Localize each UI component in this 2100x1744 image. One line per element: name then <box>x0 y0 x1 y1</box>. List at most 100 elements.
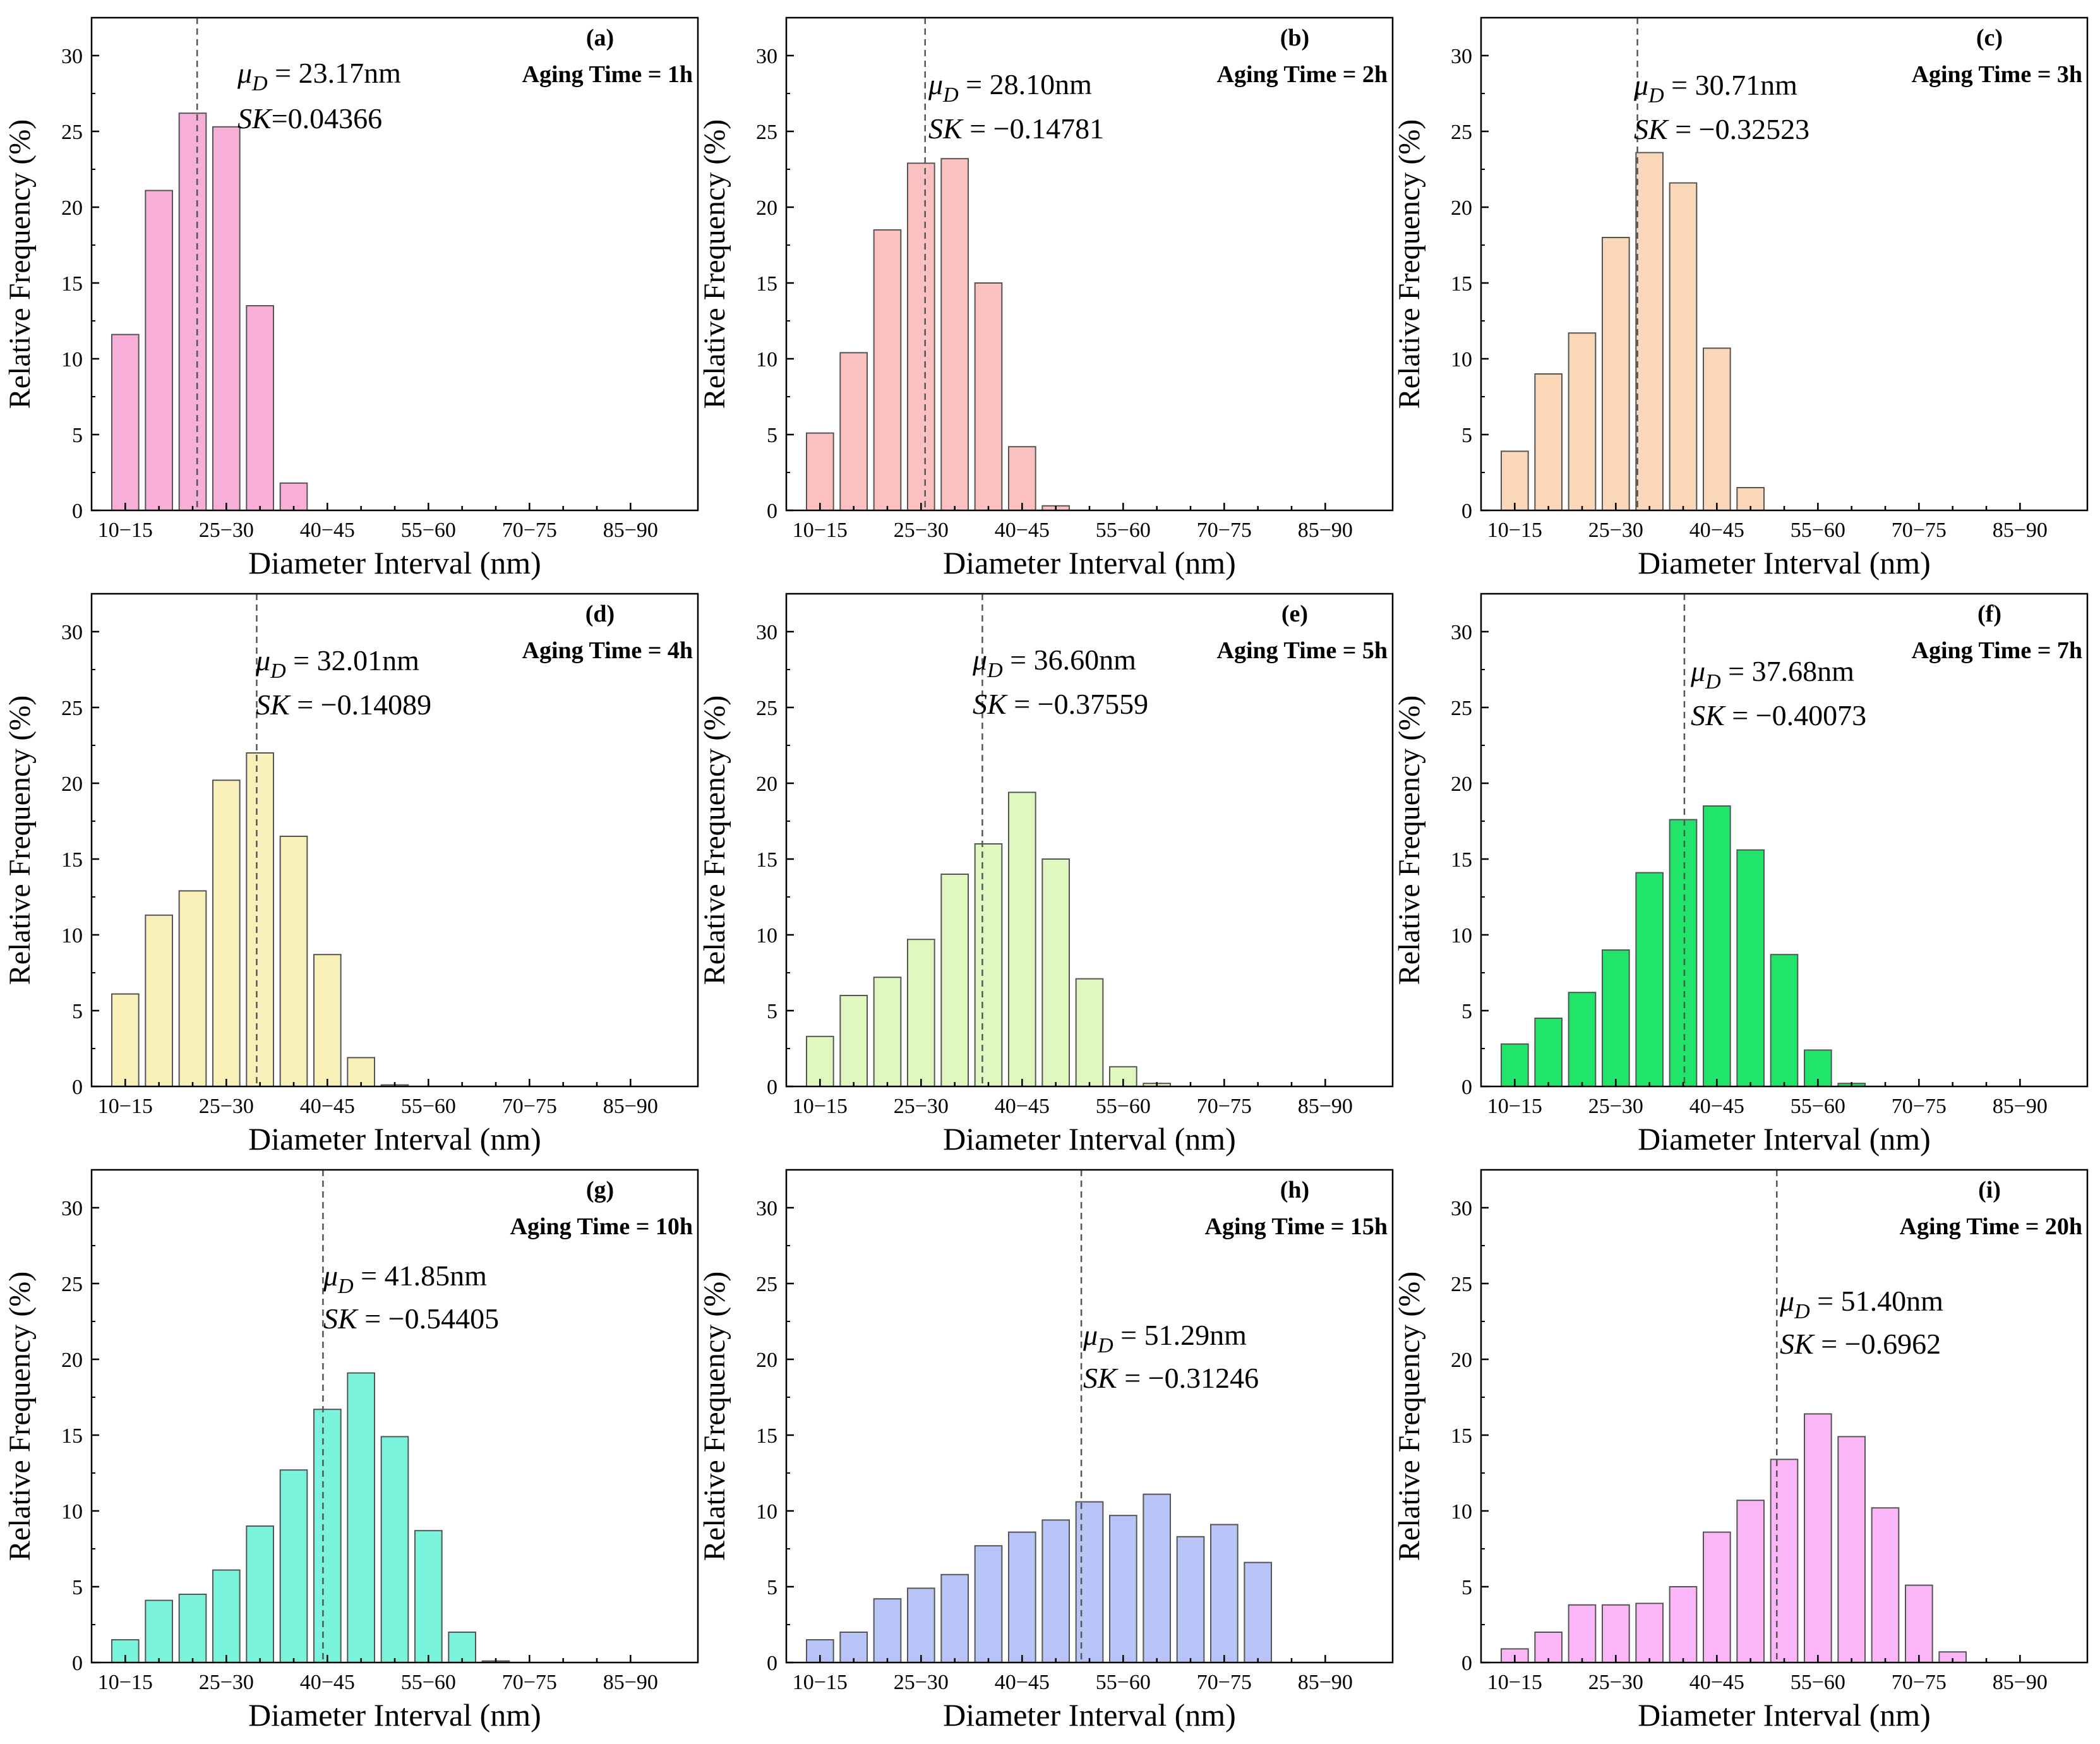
chart-title: Aging Time = 20h <box>1900 1213 2082 1240</box>
bar <box>178 890 207 1088</box>
x-tick-label: 10−15 <box>1487 1671 1542 1694</box>
y-tick-label: 10 <box>756 1500 777 1524</box>
bar <box>145 189 173 511</box>
bar <box>1635 872 1664 1087</box>
x-tick-label: 40−45 <box>300 1095 355 1118</box>
bar <box>279 836 308 1087</box>
x-tick-label: 55−60 <box>1791 519 1845 542</box>
mean-annotation: μD = 37.68nm <box>1690 655 1854 694</box>
bar <box>839 352 868 512</box>
bar <box>1669 819 1698 1087</box>
x-tick-label: 40−45 <box>1689 519 1744 542</box>
x-tick-label: 55−60 <box>401 1671 456 1694</box>
y-tick-label: 10 <box>61 1500 83 1524</box>
bar <box>1534 1632 1563 1663</box>
bar <box>111 993 140 1087</box>
bar <box>1669 1586 1698 1663</box>
panel-label: (b) <box>1280 25 1309 51</box>
y-tick-label: 5 <box>72 1000 83 1023</box>
bar <box>1244 1561 1273 1664</box>
y-tick-label: 25 <box>1451 1273 1472 1296</box>
x-tick-label: 25−30 <box>894 519 949 542</box>
bar <box>1210 1524 1239 1664</box>
y-tick-label: 10 <box>61 924 83 947</box>
y-tick-label: 25 <box>756 121 777 144</box>
skewness-annotation: SK = −0.54405 <box>323 1302 499 1335</box>
panel-i: 0 5 10 15 20 25 30 10−15 25−30 40−45 55−60 70−75 85−… <box>1393 1169 2089 1733</box>
panel-e: 0 5 10 15 20 25 30 10−15 25−30 40−45 55−60 70−75 85−… <box>698 592 1394 1157</box>
bar <box>414 1530 443 1663</box>
panel-label: (f) <box>1977 601 2001 627</box>
bar <box>1703 805 1731 1087</box>
y-tick-label: 30 <box>756 621 777 644</box>
x-tick-label: 85−90 <box>603 519 658 542</box>
x-tick-label: 55−60 <box>1791 1671 1845 1694</box>
bar <box>1770 1458 1799 1663</box>
x-tick-label: 85−90 <box>603 1671 658 1694</box>
bar <box>111 334 140 511</box>
y-tick-label: 5 <box>72 424 83 447</box>
x-tick-label: 70−75 <box>1892 519 1947 542</box>
y-tick-label: 20 <box>1451 1349 1472 1372</box>
y-tick-label: 0 <box>767 1652 777 1675</box>
x-tick-label: 70−75 <box>1197 519 1252 542</box>
x-axis-title: Diameter Interval (nm) <box>943 1121 1236 1157</box>
x-tick-label: 70−75 <box>502 519 557 542</box>
x-axis-title: Diameter Interval (nm) <box>248 1121 541 1157</box>
panel-label: (i) <box>1978 1177 2001 1203</box>
x-axis-title: Diameter Interval (nm) <box>248 545 541 580</box>
bar <box>246 1525 275 1663</box>
x-tick-label: 55−60 <box>1096 1095 1151 1118</box>
x-tick-label: 55−60 <box>401 519 456 542</box>
skewness-annotation: SK = −0.6962 <box>1780 1328 1941 1360</box>
mean-annotation: μD = 23.17nm <box>237 57 401 95</box>
panel-label: (g) <box>586 1177 614 1203</box>
bar <box>1534 373 1563 511</box>
y-axis-title: Relative Frequency (%) <box>698 119 731 409</box>
y-tick-label: 0 <box>767 1076 777 1099</box>
bar <box>347 1372 375 1664</box>
x-tick-label: 10−15 <box>793 1671 848 1694</box>
x-tick-label: 40−45 <box>1689 1671 1744 1694</box>
bar <box>1176 1536 1205 1664</box>
bar <box>1109 1515 1137 1663</box>
y-tick-label: 15 <box>61 1424 83 1448</box>
bar <box>940 158 969 511</box>
x-tick-label: 55−60 <box>1791 1095 1845 1118</box>
x-tick-label: 70−75 <box>1197 1095 1252 1118</box>
chart-title: Aging Time = 2h <box>1217 61 1388 88</box>
panel-f: 0 5 10 15 20 25 30 10−15 25−30 40−45 55−60 70−75 85−… <box>1393 592 2089 1157</box>
chart-title: Aging Time = 4h <box>522 637 693 664</box>
y-tick-label: 15 <box>756 1424 777 1448</box>
x-axis-title: Diameter Interval (nm) <box>943 545 1236 580</box>
y-tick-label: 15 <box>61 848 83 872</box>
x-tick-label: 25−30 <box>894 1095 949 1118</box>
x-tick-label: 40−45 <box>995 1671 1050 1694</box>
panel-label: (a) <box>586 25 614 51</box>
mean-annotation: μD = 51.29nm <box>1083 1319 1247 1357</box>
y-tick-label: 30 <box>1451 1197 1472 1220</box>
bar <box>1143 1493 1172 1664</box>
x-tick-label: 40−45 <box>1689 1095 1744 1118</box>
y-tick-label: 15 <box>61 272 83 296</box>
x-axis-title: Diameter Interval (nm) <box>1638 545 1931 580</box>
x-tick-label: 10−15 <box>98 519 153 542</box>
skewness-annotation: SK=0.04366 <box>237 102 382 135</box>
x-tick-label: 10−15 <box>793 519 848 542</box>
bar <box>145 1599 173 1664</box>
bar <box>1669 182 1698 512</box>
bar <box>1602 949 1630 1087</box>
x-tick-label: 85−90 <box>1298 519 1353 542</box>
y-tick-label: 20 <box>756 196 777 220</box>
bar <box>940 874 969 1087</box>
y-tick-label: 25 <box>61 121 83 144</box>
bar <box>1008 1531 1036 1664</box>
bar <box>1736 1500 1765 1663</box>
x-tick-label: 10−15 <box>98 1095 153 1118</box>
y-tick-label: 10 <box>1451 924 1472 947</box>
panel-d: 0 5 10 15 20 25 30 10−15 25−30 40−45 55−60 70−75 85−… <box>3 592 699 1157</box>
bar <box>1602 237 1630 511</box>
bar <box>246 305 275 511</box>
y-tick-label: 15 <box>1451 848 1472 872</box>
bar <box>1041 858 1071 1087</box>
